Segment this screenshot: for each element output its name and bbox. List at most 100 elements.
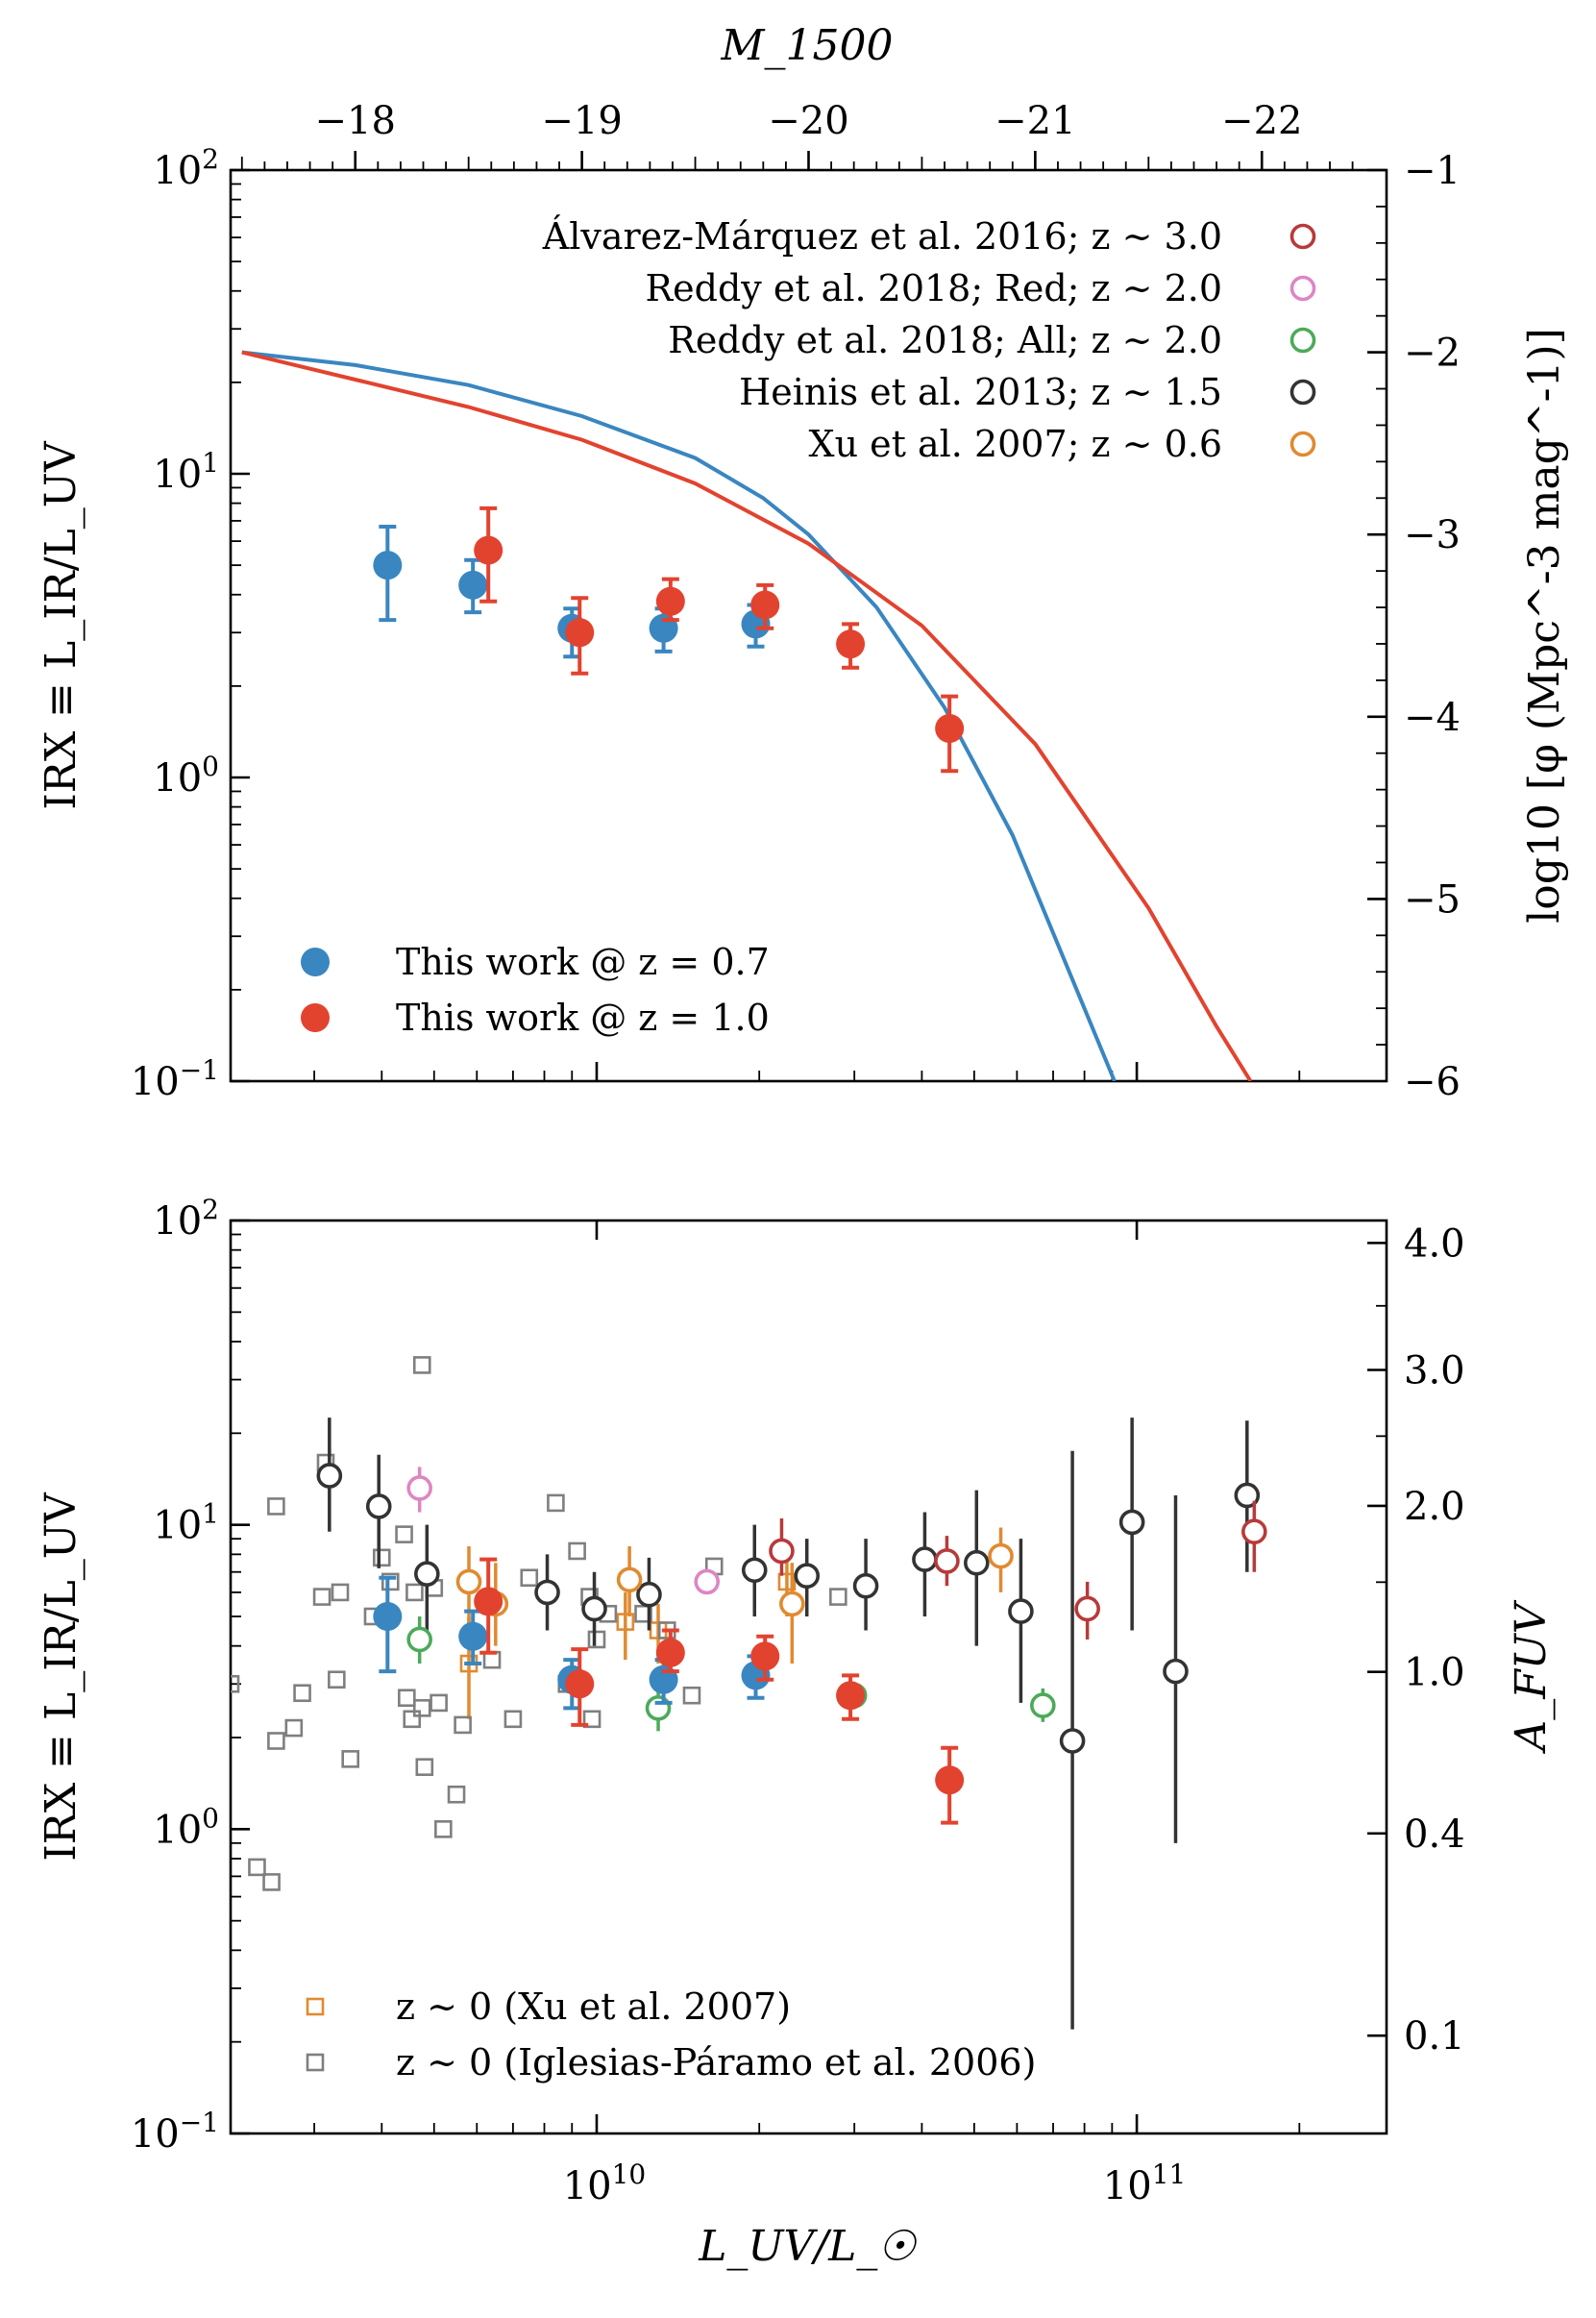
point--lvarez-m-rquez-et-al-2016-z-3-0 [769, 1538, 795, 1565]
m1500-tick-label: −21 [994, 99, 1075, 143]
point-z-0-iglesias-p-ramo-et-al-2006- [520, 1568, 539, 1588]
point-z-0-iglesias-p-ramo-et-al-2006- [231, 1674, 240, 1693]
point-this-work-z-1-0 [836, 1681, 866, 1711]
afuv-tick-label: 0.1 [1404, 2014, 1465, 2059]
point-heinis-et-al-2013-z-1-5 [365, 1493, 392, 1519]
point-xu-et-al-2007-z-0-6 [988, 1542, 1014, 1569]
m1500-tick-label: −22 [1221, 99, 1302, 143]
phi-tick-label: −6 [1404, 1060, 1461, 1104]
point--lvarez-m-rquez-et-al-2016-z-3-0 [1241, 1518, 1267, 1545]
point-z-0-iglesias-p-ramo-et-al-2006- [372, 1548, 391, 1567]
legend-entry-marker [306, 1997, 325, 2016]
bottom-panel-right-axis-title: A_FUV [1507, 1599, 1556, 1754]
phi-tick-label: −4 [1404, 696, 1461, 740]
point-z-0-xu-et-al-2007- [777, 1572, 797, 1591]
point-this-work-z-1-0 [836, 629, 866, 659]
top-panel-right-axis-title: log10 [φ (Mpc^-3 mag^-1)] [1520, 328, 1569, 924]
point-z-0-iglesias-p-ramo-et-al-2006- [547, 1493, 565, 1513]
point-z-0-iglesias-p-ramo-et-al-2006- [582, 1710, 602, 1729]
bottom-left-tick-label: 101 [153, 1498, 219, 1548]
point-this-work-z-1-0 [565, 618, 595, 648]
point-z-0-iglesias-p-ramo-et-al-2006- [434, 1820, 453, 1838]
point-reddy-et-al-2018-all-z-2-0 [645, 1695, 672, 1721]
point-z-0-iglesias-p-ramo-et-al-2006- [587, 1630, 606, 1649]
point-z-0-iglesias-p-ramo-et-al-2006- [248, 1858, 266, 1877]
point--lvarez-m-rquez-et-al-2016-z-3-0 [934, 1548, 960, 1574]
point-z-0-iglesias-p-ramo-et-al-2006- [328, 1670, 346, 1689]
legend-entry-label: Heinis et al. 2013; z ∼ 1.5 [739, 371, 1222, 413]
lf-curve [241, 350, 1253, 1081]
afuv-tick-label: 2.0 [1404, 1485, 1465, 1529]
point-this-work-z-1-0 [474, 1587, 503, 1616]
legend-entry-marker [1289, 275, 1316, 302]
point-this-work-z-1-0 [655, 586, 685, 616]
top-panel-left-axis-title: IRX ≡ L_IR/L_UV [37, 440, 86, 810]
bottom-left-tick-label: 102 [153, 1194, 219, 1244]
m1500-tick-label: −19 [541, 99, 622, 143]
point-heinis-et-al-2013-z-1-5 [1163, 1658, 1189, 1685]
point-z-0-iglesias-p-ramo-et-al-2006- [415, 1758, 434, 1776]
legend-entry-marker [1289, 223, 1316, 250]
point-reddy-et-al-2018-red-z-2-0 [694, 1568, 721, 1595]
top-left-tick-label: 102 [153, 143, 219, 193]
point-z-0-iglesias-p-ramo-et-al-2006- [381, 1572, 400, 1591]
legend-entry-label: Xu et al. 2007; z ∼ 0.6 [809, 423, 1222, 465]
point-xu-et-al-2007-z-0-6 [616, 1566, 643, 1593]
point-heinis-et-al-2013-z-1-5 [1234, 1482, 1261, 1509]
top-left-legend: This work @ z = 0.7 This work @ z = 1.0 [301, 941, 770, 1039]
m1500-main: M_1500 [720, 21, 893, 70]
point-z-0-iglesias-p-ramo-et-al-2006- [634, 1604, 652, 1623]
legend-entry-label: z ∼ 0 (Iglesias-Páramo et al. 2006) [396, 2041, 1036, 2084]
bottom-panel-tick-labels: 10−1 100 101 102 1010 1011 4.0 3.0 2.0 1.0 0.4 0.1 [131, 1194, 1465, 2208]
legend-entry-label: z ∼ 0 (Xu et al. 2007) [396, 1985, 791, 2028]
point-heinis-et-al-2013-z-1-5 [414, 1561, 440, 1587]
point-z-0-xu-et-al-2007- [616, 1613, 635, 1631]
point-this-work-z-1-0 [935, 714, 965, 744]
x-tick-label: 1011 [1103, 2158, 1187, 2208]
legend-entry-marker [1289, 327, 1316, 354]
point-reddy-et-al-2018-red-z-2-0 [406, 1475, 432, 1501]
afuv-tick-label: 0.4 [1404, 1812, 1465, 1857]
legend-entry-label: Reddy et al. 2018; Red; z ∼ 2.0 [646, 267, 1222, 309]
legend-entry-label: This work @ z = 0.7 [396, 941, 770, 983]
afuv-tick-label: 3.0 [1404, 1349, 1465, 1393]
bottom-legend: z ∼ 0 (Xu et al. 2007) z ∼ 0 (Iglesias-Pá… [306, 1985, 1036, 2084]
top-axis-title-m1500: M_1500 [720, 21, 893, 70]
point-reddy-et-al-2018-all-z-2-0 [406, 1626, 432, 1653]
legend-entry-marker [1289, 379, 1316, 406]
phi-tick-label: −1 [1404, 149, 1461, 193]
point-this-work-z-1-0 [565, 1669, 595, 1699]
point-z-0-iglesias-p-ramo-et-al-2006- [395, 1525, 413, 1543]
point-this-work-z-1-0 [750, 1641, 780, 1671]
point-z-0-iglesias-p-ramo-et-al-2006- [284, 1718, 304, 1738]
legend-entry-label: Álvarez-Márquez et al. 2016; z ∼ 3.0 [542, 215, 1222, 258]
point-z-0-iglesias-p-ramo-et-al-2006- [568, 1541, 586, 1561]
bottom-panel-ticks [231, 1219, 1387, 2135]
top-panel-tick-labels: 10−1 100 101 102 −18 −19 −20 −21 −22 −1 −2 −3 −4 −5 −6 [131, 99, 1461, 1104]
legend-entry-marker [306, 2053, 325, 2072]
top-panel-ticks [231, 151, 1387, 1083]
point-this-work-z-0-7 [373, 1601, 403, 1631]
top-right-legend: Álvarez-Márquez et al. 2016; z ∼ 3.0 Redd… [542, 215, 1316, 465]
point-heinis-et-al-2013-z-1-5 [636, 1581, 662, 1608]
point-z-0-iglesias-p-ramo-et-al-2006- [412, 1699, 431, 1717]
point-z-0-iglesias-p-ramo-et-al-2006- [447, 1785, 466, 1804]
point--lvarez-m-rquez-et-al-2016-z-3-0 [1074, 1595, 1100, 1622]
point-xu-et-al-2007-z-0-6 [455, 1568, 482, 1595]
point-z-0-iglesias-p-ramo-et-al-2006- [454, 1715, 472, 1735]
legend-entry-marker [1289, 431, 1316, 457]
phi-tick-label: −3 [1404, 513, 1461, 557]
point-z-0-iglesias-p-ramo-et-al-2006- [403, 1710, 422, 1729]
legend-entry-label: This work @ z = 1.0 [396, 997, 770, 1039]
point-heinis-et-al-2013-z-1-5 [1008, 1598, 1034, 1624]
point-z-0-iglesias-p-ramo-et-al-2006- [430, 1693, 448, 1713]
point-heinis-et-al-2013-z-1-5 [852, 1572, 879, 1599]
point-z-0-iglesias-p-ramo-et-al-2006- [267, 1497, 285, 1516]
legend-entry-marker [301, 1003, 330, 1032]
point-z-0-iglesias-p-ramo-et-al-2006- [682, 1686, 701, 1705]
point-heinis-et-al-2013-z-1-5 [316, 1463, 343, 1489]
x-tick-label: 1010 [563, 2158, 647, 2208]
point-z-0-iglesias-p-ramo-et-al-2006- [267, 1732, 285, 1750]
afuv-tick-label: 4.0 [1404, 1221, 1465, 1266]
